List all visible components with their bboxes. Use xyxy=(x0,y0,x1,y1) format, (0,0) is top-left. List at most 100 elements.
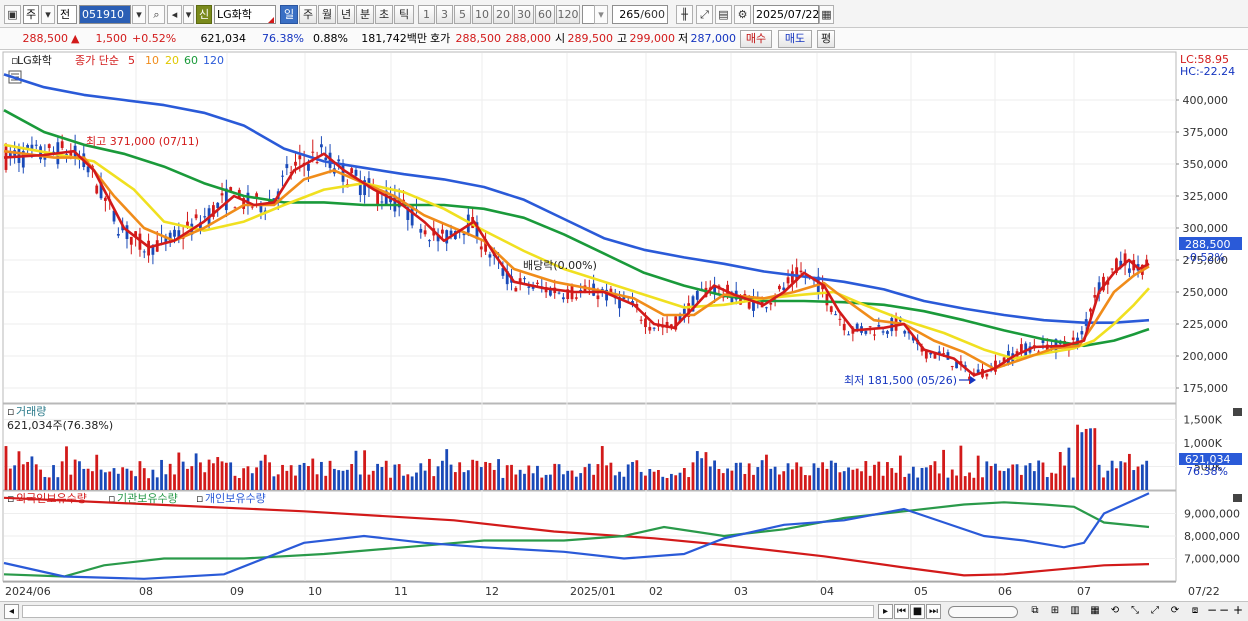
volume-bar xyxy=(816,467,820,490)
tab-tick[interactable]: 틱 xyxy=(394,5,414,24)
candle-body xyxy=(419,228,423,233)
zoom-slider[interactable] xyxy=(948,606,1018,618)
tab-yearly[interactable]: 년 xyxy=(337,5,355,24)
volume-bar xyxy=(1032,471,1036,490)
bar-icon[interactable]: ▥ xyxy=(1070,605,1080,616)
legend-square-icon[interactable]: ▫ xyxy=(11,54,18,67)
volume-bar xyxy=(549,474,552,490)
volume-bar xyxy=(380,467,384,490)
settings-gear-icon[interactable]: ⚙ xyxy=(734,5,751,24)
holdings-panel-close-icon[interactable] xyxy=(1233,494,1242,502)
tab-daily[interactable]: 일 xyxy=(280,5,298,24)
interval-3-button[interactable]: 3 xyxy=(436,5,453,24)
volume-bar xyxy=(886,462,889,490)
holdings-legend-icon-3[interactable]: ▫ xyxy=(196,492,203,505)
volume-bar xyxy=(968,472,971,490)
interval-10-button[interactable]: 10 xyxy=(472,5,492,24)
volume-bar xyxy=(981,477,984,490)
zoom-out-icon[interactable]: − xyxy=(1206,603,1218,617)
chevron-down-icon[interactable]: ▾ xyxy=(594,5,608,24)
candle-body xyxy=(1119,260,1123,268)
ask-price: 288,500 xyxy=(455,32,502,45)
tab-weekly[interactable]: 주 xyxy=(299,5,317,24)
fit-icon[interactable]: ⤡ xyxy=(1131,605,1139,616)
volume-bar xyxy=(691,462,695,490)
volume-panel-close-icon[interactable] xyxy=(1233,408,1242,416)
holdings-line-2 xyxy=(3,492,1150,580)
volume-bar xyxy=(56,477,60,490)
refresh-icon[interactable]: ⟳ xyxy=(1170,605,1180,616)
candle-count-field[interactable]: 265/600 xyxy=(612,5,668,24)
tab-minute[interactable]: 분 xyxy=(356,5,374,24)
expand-icon[interactable]: ⤢ xyxy=(1151,605,1159,616)
rewind-icon[interactable]: ⟲ xyxy=(1110,605,1120,616)
interval-60-button[interactable]: 60 xyxy=(535,5,555,24)
candle-body xyxy=(911,335,915,341)
volume-bar xyxy=(1115,468,1118,490)
candle-body xyxy=(726,284,729,295)
stock-name-field[interactable]: LG화학 xyxy=(214,5,276,24)
date-input[interactable]: 2025/07/22 xyxy=(753,5,819,24)
candle-body xyxy=(393,195,397,212)
layout-split-icon[interactable]: ⊞ xyxy=(1050,605,1060,616)
volume-bar xyxy=(255,467,259,490)
candle-body xyxy=(337,159,341,162)
grid-icon[interactable]: ▦ xyxy=(1090,605,1100,616)
period-select[interactable]: 주 xyxy=(23,5,39,24)
interval-120-button[interactable]: 120 xyxy=(556,5,580,24)
speaker-icon[interactable]: ◂ xyxy=(167,5,182,24)
save-icon[interactable]: ▤ xyxy=(715,5,732,24)
mode-select[interactable]: 전 xyxy=(57,5,77,24)
volume-bar xyxy=(760,460,764,490)
last-page-icon[interactable]: ⏭ xyxy=(926,604,941,619)
evaluate-button[interactable]: 평 xyxy=(817,30,835,48)
tab-second[interactable]: 초 xyxy=(375,5,393,24)
layout-icon[interactable]: ⧉ xyxy=(1031,605,1039,616)
interval-30-button[interactable]: 30 xyxy=(514,5,534,24)
interval-20-button[interactable]: 20 xyxy=(493,5,513,24)
candle-body xyxy=(440,229,444,234)
holdings-legend-icon-2[interactable]: ▫ xyxy=(108,492,115,505)
zoom-in-icon[interactable]: + xyxy=(1232,603,1244,617)
volume-bar xyxy=(207,459,211,490)
chevron-down-icon[interactable]: ▾ xyxy=(132,5,146,24)
sell-button[interactable]: 매도 xyxy=(778,30,812,48)
scroll-right-icon[interactable]: ▸ xyxy=(878,604,893,619)
window-menu-icon[interactable]: ▣ xyxy=(4,5,21,24)
candle-type-icon[interactable]: ╫ xyxy=(676,5,693,24)
stop-icon[interactable]: ■ xyxy=(910,604,925,619)
tab-monthly[interactable]: 월 xyxy=(318,5,336,24)
candle-body xyxy=(687,303,691,317)
volume-legend-icon[interactable]: ▫ xyxy=(7,405,14,418)
candle-body xyxy=(566,289,570,300)
volume-value: 621,034 xyxy=(200,32,247,45)
scroll-left-icon[interactable]: ◂ xyxy=(4,604,19,619)
calendar-icon[interactable]: ▦ xyxy=(819,5,834,24)
chart-canvas[interactable]: ▫ LG화학 종가 단순 5 10 20 60 120 LC:58.95 HC:… xyxy=(0,51,1248,601)
candle-body xyxy=(1127,268,1131,273)
volume-bar xyxy=(436,466,440,490)
interval-5-button[interactable]: 5 xyxy=(454,5,471,24)
volume-bar xyxy=(864,461,868,490)
draw-tool-icon[interactable]: ⤢ xyxy=(696,5,713,24)
search-icon[interactable]: ⌕ xyxy=(148,5,165,24)
fullscreen-icon[interactable]: ⧈ xyxy=(1191,605,1199,616)
chevron-down-icon[interactable]: ▾ xyxy=(41,5,55,24)
candle-body xyxy=(1102,276,1105,291)
candle-body xyxy=(484,239,488,252)
candle-body xyxy=(103,197,107,201)
interval-1-button[interactable]: 1 xyxy=(418,5,435,24)
scroll-track[interactable] xyxy=(22,605,874,618)
buy-button[interactable]: 매수 xyxy=(740,30,772,48)
volume-bar xyxy=(523,473,526,490)
zoom-minus-icon[interactable]: − xyxy=(1218,603,1230,617)
candle-body xyxy=(790,271,794,283)
candle-body xyxy=(99,179,103,199)
candle-body xyxy=(423,230,427,235)
volume-bar xyxy=(449,464,453,490)
chevron-down-icon[interactable]: ▾ xyxy=(183,5,194,24)
volume-bar xyxy=(302,462,306,490)
stock-code-input[interactable]: 051910 xyxy=(79,5,131,24)
candle-body xyxy=(1076,337,1079,344)
first-page-icon[interactable]: ⏮ xyxy=(894,604,909,619)
